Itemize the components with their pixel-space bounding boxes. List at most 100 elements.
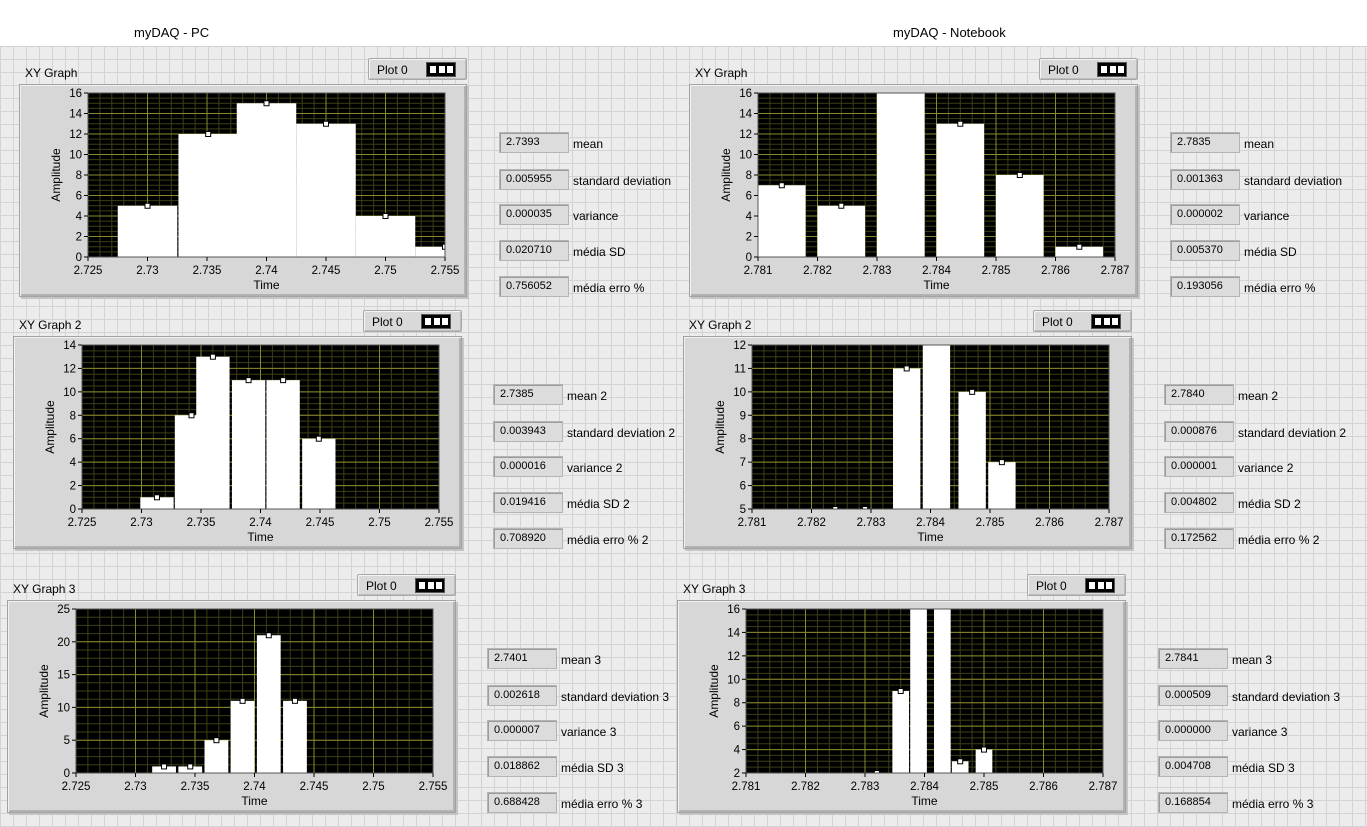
xy-graph-nb-2[interactable]: 2.781 2.782 2.783 2.784 2.785 2.786 2.787 5 6 7 8 9… — [683, 336, 1132, 549]
y-tick-label: 14 — [739, 109, 752, 121]
point-marker — [315, 435, 322, 442]
stat-label: mean 2 — [567, 389, 608, 403]
y-tick-label: 12 — [739, 129, 752, 141]
stat-value: 0.005370 — [1170, 240, 1240, 261]
pc-section-title: myDAQ - PC — [134, 25, 210, 40]
plot-legend-nb-2[interactable]: Plot 0 — [1033, 310, 1132, 332]
bar — [1055, 246, 1104, 257]
point-marker — [957, 758, 964, 765]
x-tick-label: 2.784 — [916, 517, 945, 529]
xy-graph-nb-1[interactable]: 2.781 2.782 2.783 2.784 2.785 2.786 2.787 0 2 4 6 8… — [689, 84, 1138, 297]
stat-value: 0.168854 — [1158, 792, 1228, 813]
bar — [204, 740, 229, 773]
y-tick-label: 10 — [57, 702, 70, 714]
y-tick-label: 0 — [76, 252, 82, 264]
stat-label: média erro % — [573, 281, 645, 295]
y-tick-label: 2 — [734, 768, 740, 780]
plot-legend-pc-1[interactable]: Plot 0 — [368, 58, 467, 80]
plot-legend-pc-3[interactable]: Plot 0 — [357, 574, 456, 596]
plot-legend-nb-3[interactable]: Plot 0 — [1027, 574, 1126, 596]
y-tick-label: 4 — [734, 745, 741, 757]
stat-value: 2.7835 — [1170, 132, 1240, 153]
legend-label: Plot 0 — [366, 579, 397, 593]
bar — [758, 185, 806, 257]
y-tick-label: 16 — [727, 604, 740, 616]
chart-svg: 2.725 2.73 2.735 2.74 2.745 2.75 2.755 0 5 10 15 20… — [37, 604, 447, 808]
xy-graph-pc-2[interactable]: 2.725 2.73 2.735 2.74 2.745 2.75 2.755 0 2 4 6 8 10 1… — [13, 336, 462, 549]
x-tick-label: 2.735 — [187, 517, 216, 529]
point-marker — [265, 632, 272, 639]
plot-legend-nb-1[interactable]: Plot 0 — [1039, 58, 1138, 80]
x-axis-label: Time — [247, 530, 274, 544]
plot-style-icon — [426, 62, 456, 77]
point-marker — [382, 213, 389, 219]
bar — [256, 635, 281, 773]
bar — [910, 609, 927, 773]
stat-value: 2.7385 — [493, 384, 563, 405]
bar — [988, 462, 1016, 509]
stat-value: 0.018862 — [487, 756, 557, 777]
stat-value: 0.019416 — [493, 492, 563, 513]
bar — [996, 175, 1044, 257]
bar — [296, 123, 356, 257]
point-marker — [144, 202, 151, 209]
bar — [922, 345, 951, 509]
y-tick-label: 8 — [740, 434, 746, 446]
y-tick-label: 12 — [727, 651, 740, 663]
point-marker — [188, 412, 195, 419]
x-tick-label: 2.75 — [374, 265, 396, 277]
stat-value: 0.708920 — [493, 528, 563, 549]
plot-legend-pc-2[interactable]: Plot 0 — [363, 310, 462, 332]
y-tick-label: 6 — [746, 191, 752, 203]
xy-graph-pc-3[interactable]: 2.725 2.73 2.735 2.74 2.745 2.75 2.755 0 5 10 15 20… — [7, 600, 456, 813]
xy-graph-nb-3[interactable]: 2.781 2.782 2.783 2.784 2.785 2.786 2.787 2 4 6 8 1… — [677, 600, 1126, 813]
stat-label: média SD 2 — [1238, 497, 1301, 511]
plot-style-icon — [421, 314, 451, 329]
stat-value: 0.000016 — [493, 456, 563, 477]
xy-graph-pc-1[interactable]: 2.725 2.73 2.735 2.74 2.745 2.75 2.755 0 2 4 6 8 10 1… — [19, 84, 467, 297]
x-tick-label: 2.783 — [857, 517, 886, 529]
point-marker — [957, 120, 964, 127]
y-tick-label: 2 — [746, 232, 752, 244]
x-tick-label: 2.786 — [1029, 781, 1058, 793]
y-tick-label: 0 — [64, 768, 70, 780]
x-tick-label: 2.745 — [306, 517, 335, 529]
x-tick-label: 2.75 — [368, 517, 390, 529]
y-tick-label: 11 — [734, 363, 746, 375]
stat-label: standard deviation 3 — [1232, 690, 1341, 704]
x-tick-label: 2.74 — [243, 781, 266, 793]
bar — [196, 356, 230, 509]
stat-value: 2.7393 — [499, 132, 569, 153]
stat-label: média SD 3 — [1232, 761, 1295, 775]
bar — [231, 380, 266, 509]
x-tick-label: 2.73 — [130, 517, 152, 529]
stat-label: média erro % 2 — [1238, 533, 1320, 547]
plot-style-icon — [1085, 578, 1115, 593]
bar — [236, 103, 297, 257]
bar — [951, 761, 969, 773]
stat-label: média SD — [1244, 245, 1297, 259]
x-tick-label: 2.73 — [124, 781, 146, 793]
stat-label: variance — [573, 209, 619, 223]
y-tick-label: 14 — [69, 109, 82, 121]
chart-svg: 2.725 2.73 2.735 2.74 2.745 2.75 2.755 0 2 4 6 8 10 1… — [49, 88, 459, 292]
legend-label: Plot 0 — [1042, 315, 1073, 329]
bar — [958, 391, 986, 509]
stat-label: mean — [573, 137, 604, 151]
chart-svg: 2.781 2.782 2.783 2.784 2.785 2.786 2.787 5 6 7 8 9… — [713, 340, 1123, 544]
y-tick-label: 12 — [63, 363, 76, 375]
point-marker — [903, 365, 910, 372]
bar — [877, 93, 925, 257]
x-tick-label: 2.783 — [851, 781, 880, 793]
stat-label: média erro % 2 — [567, 533, 649, 547]
stat-label: mean 2 — [1238, 389, 1279, 403]
bar — [975, 749, 993, 773]
stat-value: 0.005955 — [499, 169, 569, 190]
stat-value: 0.020710 — [499, 240, 569, 261]
y-tick-label: 16 — [69, 88, 82, 100]
y-axis-label: Amplitude — [37, 664, 51, 718]
stat-value: 0.000509 — [1158, 685, 1228, 706]
legend-label: Plot 0 — [377, 63, 408, 77]
chart-svg: 2.781 2.782 2.783 2.784 2.785 2.786 2.787 2 4 6 8 1… — [707, 604, 1117, 808]
point-marker — [280, 377, 287, 384]
